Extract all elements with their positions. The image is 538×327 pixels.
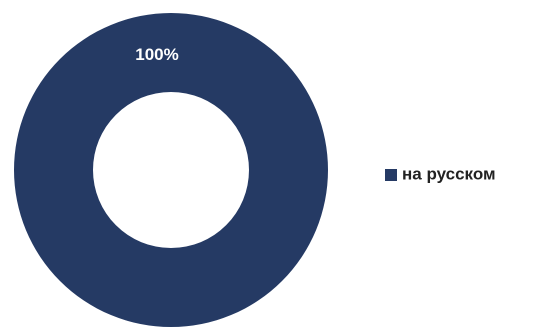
legend-swatch — [385, 169, 397, 181]
data-label: 100% — [135, 45, 178, 64]
donut-slice — [14, 13, 328, 327]
legend-label: на русском — [402, 164, 496, 183]
